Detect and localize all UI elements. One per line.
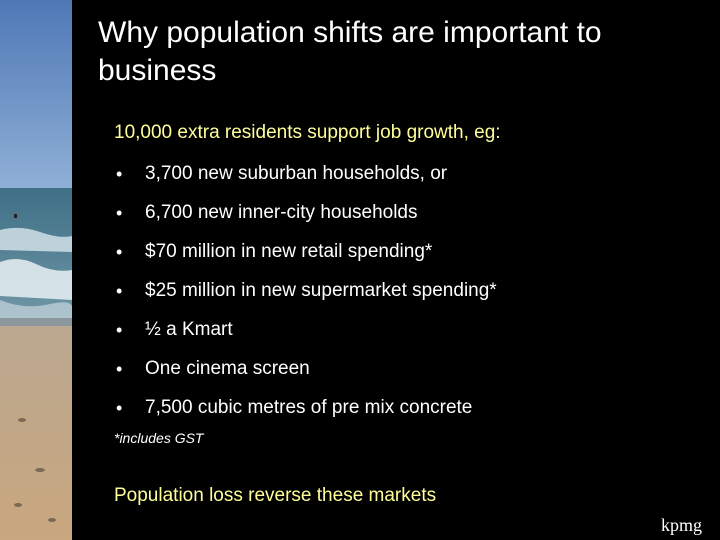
bullet-list: • 3,700 new suburban households, or • 6,… (114, 160, 497, 433)
bullet-item-inner-city: • 6,700 new inner-city households (114, 199, 497, 238)
bullet-dot-icon: • (116, 164, 123, 184)
beach-photo-strip (0, 0, 72, 540)
bullet-dot-icon: • (116, 398, 123, 418)
bullet-text: $70 million in new retail spending* (145, 241, 433, 262)
bullet-item-retail: • $70 million in new retail spending* (114, 238, 497, 277)
slide-title: Why population shifts are important to b… (98, 16, 602, 87)
slide-panel: Why population shifts are important to b… (72, 0, 720, 540)
bullet-item-suburban: • 3,700 new suburban households, or (114, 160, 497, 199)
conclusion-text: Population loss reverse these markets (114, 485, 437, 506)
footnote: *includes GST (114, 430, 204, 446)
bullet-text: 6,700 new inner-city households (145, 202, 418, 223)
bullet-dot-icon: • (116, 281, 123, 301)
bullet-text: 3,700 new suburban households, or (145, 163, 448, 184)
slide-subtitle: 10,000 extra residents support job growt… (114, 122, 501, 143)
bullet-item-kmart: • ½ a Kmart (114, 316, 497, 355)
bullet-text: $25 million in new supermarket spending* (145, 280, 497, 301)
bullet-item-supermarket: • $25 million in new supermarket spendin… (114, 277, 497, 316)
bullet-dot-icon: • (116, 203, 123, 223)
beach-photo (0, 0, 72, 540)
bullet-item-cinema: • One cinema screen (114, 355, 497, 394)
bullet-text: ½ a Kmart (145, 319, 233, 340)
bullet-text: One cinema screen (145, 358, 310, 379)
bullet-dot-icon: • (116, 242, 123, 262)
bullet-dot-icon: • (116, 359, 123, 379)
bullet-text: 7,500 cubic metres of pre mix concrete (145, 397, 473, 418)
bullet-item-concrete: • 7,500 cubic metres of pre mix concrete (114, 394, 497, 433)
kpmg-logo: kpmg (660, 515, 702, 535)
bullet-dot-icon: • (116, 320, 123, 340)
